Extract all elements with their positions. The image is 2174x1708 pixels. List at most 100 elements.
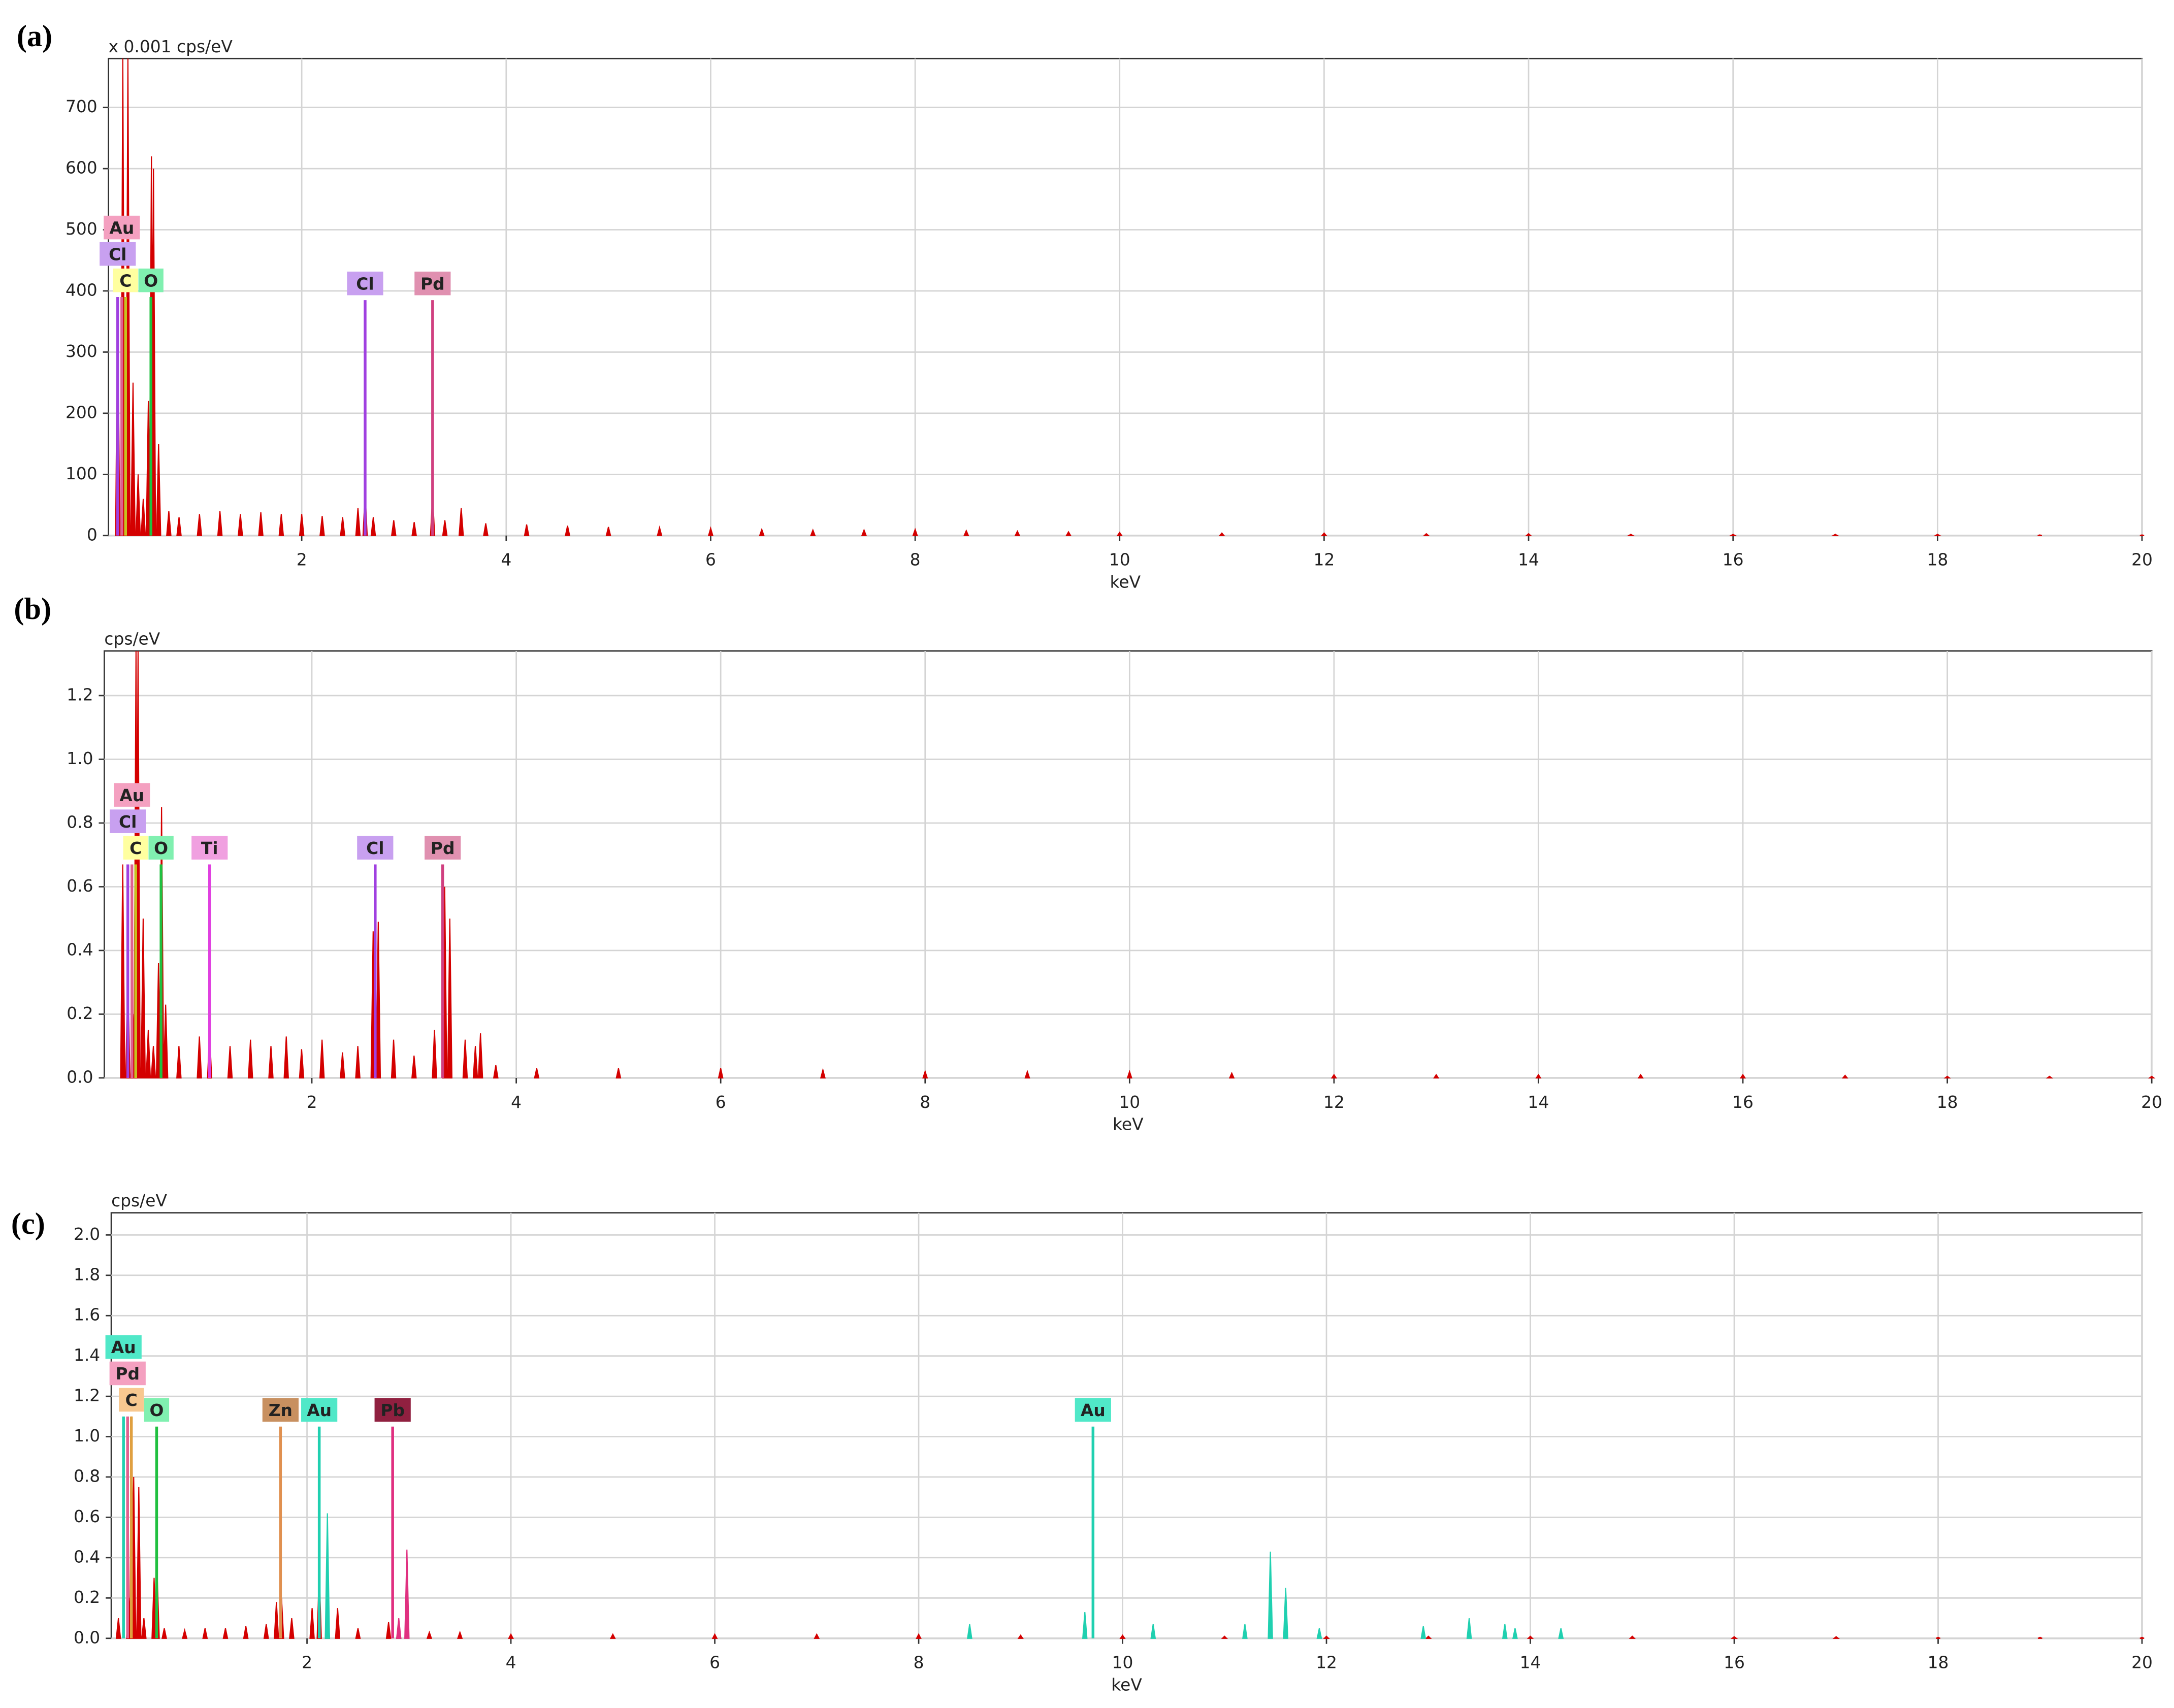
x-axis-label: keV: [1113, 1114, 1144, 1134]
marker-label: Ti: [201, 838, 218, 858]
x-tick-label: 10: [1112, 1653, 1133, 1672]
y-tick-label: 1.0: [74, 1426, 100, 1446]
y-tick-label: 2.0: [74, 1224, 100, 1244]
x-tick-label: 20: [2141, 1092, 2162, 1112]
x-tick-label: 2: [307, 1092, 317, 1112]
x-tick-label: 14: [1528, 1092, 1549, 1112]
marker-label: O: [149, 1400, 164, 1420]
x-tick-label: 4: [511, 1092, 522, 1112]
marker-label-box: [374, 1398, 411, 1422]
plot-area: [108, 57, 2143, 537]
marker-label-box: [110, 809, 146, 833]
marker-label: Pd: [431, 838, 455, 858]
marker-label-box: [357, 836, 394, 860]
marker-label-box: [414, 271, 451, 295]
x-tick-label: 4: [506, 1653, 516, 1672]
y-unit-label: cps/eV: [104, 629, 160, 649]
marker-label: Au: [111, 1337, 136, 1357]
y-tick-label: 0.6: [67, 876, 93, 896]
x-tick-label: 6: [716, 1092, 726, 1112]
spectrum-area: [396, 1549, 410, 1639]
marker-label: Cl: [366, 838, 384, 858]
marker-label: Au: [307, 1400, 332, 1420]
y-tick-label: 0.4: [67, 939, 93, 959]
marker-label-box: [114, 783, 150, 807]
marker-label: Au: [119, 785, 144, 805]
x-tick-label: 16: [1732, 1092, 1754, 1112]
y-tick-label: 500: [66, 219, 98, 239]
marker-label-box: [105, 1335, 142, 1359]
marker-label-box: [347, 271, 383, 295]
panel-label: (b): [14, 592, 51, 626]
marker-label-box: [148, 836, 174, 860]
marker-label: O: [144, 271, 158, 290]
marker-label-box: [425, 836, 461, 860]
y-tick-label: 200: [66, 402, 98, 422]
x-tick-label: 14: [1518, 550, 1539, 570]
y-tick-label: 0: [87, 524, 98, 544]
y-tick-label: 600: [66, 158, 98, 178]
x-tick-label: 12: [1316, 1653, 1337, 1672]
x-tick-label: 12: [1313, 550, 1335, 570]
y-tick-label: 0.2: [74, 1587, 100, 1607]
x-tick-label: 16: [1723, 550, 1744, 570]
marker-label: Pb: [380, 1400, 405, 1420]
y-tick-label: 1.2: [67, 684, 93, 704]
marker-label-box: [144, 1398, 170, 1422]
y-tick-label: 0.4: [74, 1547, 100, 1566]
x-tick-label: 2: [297, 550, 307, 570]
y-tick-label: 1.6: [74, 1305, 100, 1325]
x-tick-label: 14: [1520, 1653, 1541, 1672]
marker-label: Pd: [420, 274, 445, 293]
x-axis-label: keV: [1110, 572, 1141, 592]
y-unit-label: x 0.001 cps/eV: [109, 37, 233, 56]
x-tick-label: 18: [1927, 550, 1948, 570]
marker-label: Cl: [356, 274, 374, 293]
y-tick-label: 0.0: [74, 1627, 100, 1647]
marker-label-box: [262, 1398, 299, 1422]
marker-label: Zn: [269, 1400, 293, 1420]
y-tick-label: 0.8: [74, 1466, 100, 1486]
y-tick-label: 100: [66, 464, 98, 483]
x-tick-label: 8: [920, 1092, 930, 1112]
y-tick-label: 1.0: [67, 748, 93, 768]
marker-label-box: [301, 1398, 338, 1422]
marker-label: Pd: [115, 1364, 140, 1384]
y-tick-label: 0.2: [67, 1003, 93, 1023]
y-tick-label: 0.8: [67, 812, 93, 832]
spectrum-area: [325, 1513, 1564, 1639]
marker-label: O: [154, 838, 168, 858]
marker-label-box: [113, 268, 138, 292]
x-tick-label: 12: [1323, 1092, 1345, 1112]
x-tick-label: 8: [914, 1653, 924, 1672]
marker-label: Cl: [119, 812, 137, 832]
x-tick-label: 6: [705, 550, 716, 570]
y-tick-label: 1.2: [74, 1386, 100, 1405]
panel-label: (c): [11, 1207, 45, 1241]
y-unit-label: cps/eV: [111, 1191, 167, 1210]
x-tick-label: 10: [1109, 550, 1130, 570]
marker-label-box: [119, 1388, 144, 1412]
x-tick-label: 20: [2131, 1653, 2153, 1672]
marker-label-box: [100, 242, 136, 266]
y-tick-label: 400: [66, 280, 98, 300]
marker-label-box: [191, 836, 228, 860]
marker-label: C: [129, 838, 142, 858]
x-tick-label: 2: [302, 1653, 312, 1672]
y-tick-label: 700: [66, 96, 98, 116]
x-tick-label: 16: [1724, 1653, 1745, 1672]
y-tick-label: 300: [66, 341, 98, 361]
y-tick-label: 0.0: [67, 1067, 93, 1087]
marker-label-box: [123, 836, 148, 860]
x-tick-label: 18: [1937, 1092, 1958, 1112]
plot-area: [110, 1212, 2143, 1639]
y-tick-label: 0.6: [74, 1506, 100, 1526]
panel-label: (a): [17, 19, 52, 53]
x-tick-label: 6: [709, 1653, 720, 1672]
marker-label-box: [1075, 1398, 1111, 1422]
marker-label-box: [109, 1361, 146, 1386]
marker-label-box: [138, 268, 164, 292]
marker-label: C: [125, 1390, 138, 1410]
